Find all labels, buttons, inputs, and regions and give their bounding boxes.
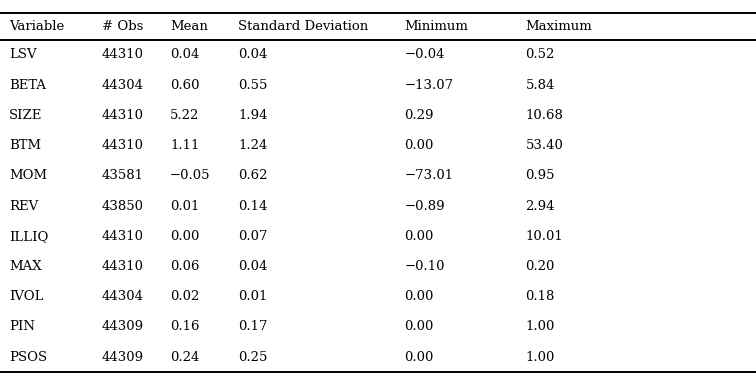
Text: 0.06: 0.06: [170, 260, 200, 273]
Text: 0.00: 0.00: [404, 351, 434, 364]
Text: −13.07: −13.07: [404, 79, 454, 91]
Text: 0.52: 0.52: [525, 48, 555, 61]
Text: 44310: 44310: [102, 260, 144, 273]
Text: BETA: BETA: [9, 79, 46, 91]
Text: Variable: Variable: [9, 20, 64, 33]
Text: −73.01: −73.01: [404, 169, 454, 182]
Text: 0.00: 0.00: [404, 230, 434, 243]
Text: 1.24: 1.24: [238, 139, 268, 152]
Text: −0.89: −0.89: [404, 200, 445, 212]
Text: 10.68: 10.68: [525, 109, 563, 122]
Text: 0.02: 0.02: [170, 290, 200, 303]
Text: 0.60: 0.60: [170, 79, 200, 91]
Text: 0.24: 0.24: [170, 351, 200, 364]
Text: 44310: 44310: [102, 139, 144, 152]
Text: SIZE: SIZE: [9, 109, 42, 122]
Text: 2.94: 2.94: [525, 200, 555, 212]
Text: 0.07: 0.07: [238, 230, 268, 243]
Text: 44310: 44310: [102, 109, 144, 122]
Text: 0.00: 0.00: [404, 139, 434, 152]
Text: # Obs: # Obs: [102, 20, 144, 33]
Text: 43850: 43850: [102, 200, 144, 212]
Text: 0.04: 0.04: [170, 48, 200, 61]
Text: 5.84: 5.84: [525, 79, 555, 91]
Text: 0.29: 0.29: [404, 109, 434, 122]
Text: 0.17: 0.17: [238, 321, 268, 333]
Text: 44309: 44309: [102, 351, 144, 364]
Text: 0.62: 0.62: [238, 169, 268, 182]
Text: 0.25: 0.25: [238, 351, 268, 364]
Text: REV: REV: [9, 200, 39, 212]
Text: 0.00: 0.00: [404, 290, 434, 303]
Text: IVOL: IVOL: [9, 290, 44, 303]
Text: −0.05: −0.05: [170, 169, 211, 182]
Text: Standard Deviation: Standard Deviation: [238, 20, 368, 33]
Text: 44310: 44310: [102, 230, 144, 243]
Text: 10.01: 10.01: [525, 230, 563, 243]
Text: 0.14: 0.14: [238, 200, 268, 212]
Text: 44309: 44309: [102, 321, 144, 333]
Text: 0.55: 0.55: [238, 79, 268, 91]
Text: 5.22: 5.22: [170, 109, 200, 122]
Text: MAX: MAX: [9, 260, 42, 273]
Text: ILLIQ: ILLIQ: [9, 230, 48, 243]
Text: −0.10: −0.10: [404, 260, 445, 273]
Text: 1.00: 1.00: [525, 321, 555, 333]
Text: 0.04: 0.04: [238, 260, 268, 273]
Text: 43581: 43581: [102, 169, 144, 182]
Text: 44310: 44310: [102, 48, 144, 61]
Text: 0.04: 0.04: [238, 48, 268, 61]
Text: MOM: MOM: [9, 169, 47, 182]
Text: −0.04: −0.04: [404, 48, 445, 61]
Text: 44304: 44304: [102, 290, 144, 303]
Text: PSOS: PSOS: [9, 351, 47, 364]
Text: 0.18: 0.18: [525, 290, 555, 303]
Text: 0.95: 0.95: [525, 169, 555, 182]
Text: 0.16: 0.16: [170, 321, 200, 333]
Text: 44304: 44304: [102, 79, 144, 91]
Text: BTM: BTM: [9, 139, 41, 152]
Text: 1.11: 1.11: [170, 139, 200, 152]
Text: 0.20: 0.20: [525, 260, 555, 273]
Text: 53.40: 53.40: [525, 139, 563, 152]
Text: 1.00: 1.00: [525, 351, 555, 364]
Text: 1.94: 1.94: [238, 109, 268, 122]
Text: 0.01: 0.01: [170, 200, 200, 212]
Text: Maximum: Maximum: [525, 20, 592, 33]
Text: LSV: LSV: [9, 48, 37, 61]
Text: Mean: Mean: [170, 20, 208, 33]
Text: 0.00: 0.00: [170, 230, 200, 243]
Text: 0.01: 0.01: [238, 290, 268, 303]
Text: Minimum: Minimum: [404, 20, 468, 33]
Text: 0.00: 0.00: [404, 321, 434, 333]
Text: PIN: PIN: [9, 321, 35, 333]
